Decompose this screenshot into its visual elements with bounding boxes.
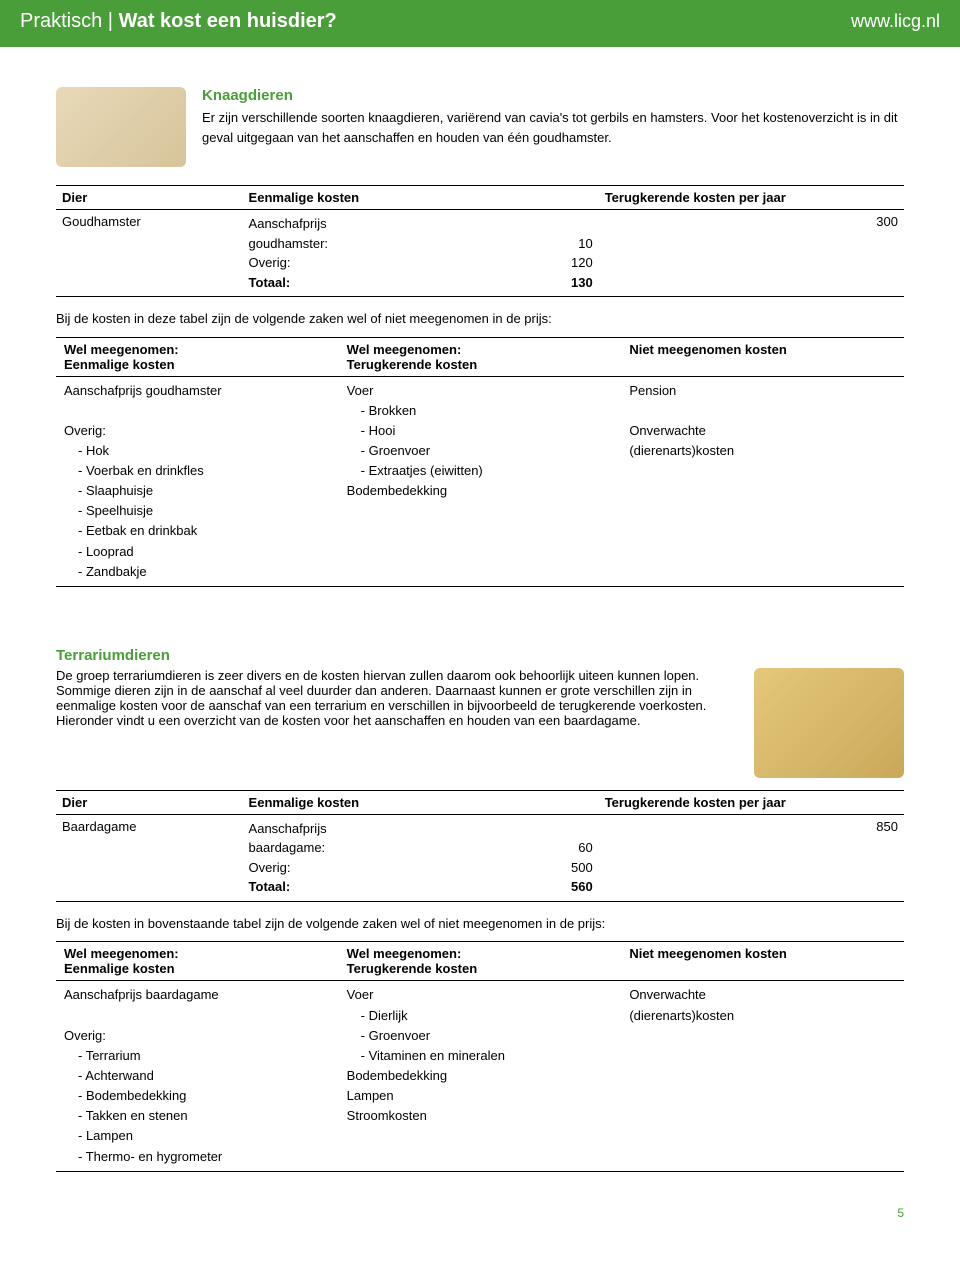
inc-col3: Onverwachte(dierenarts)kosten <box>621 981 904 1171</box>
inc-col2: Voer- Brokken- Hooi- Groenvoer- Extraatj… <box>339 376 622 586</box>
table-row: Aanschafprijs baardagame Overig:- Terrar… <box>56 981 904 1171</box>
table-row: Baardagame Aanschafprijs baardagame: 60 O… <box>56 814 904 901</box>
inc-header-2: Wel meegenomen: Terugkerende kosten <box>339 942 622 981</box>
intro-text-block: Knaagdieren Er zijn verschillende soorte… <box>202 87 904 167</box>
animal-name: Baardagame <box>56 814 243 901</box>
section-title-terrariumdieren: Terrariumdieren <box>56 647 904 664</box>
cost-label: goudhamster: <box>249 234 329 254</box>
cost-label: Aanschafprijs <box>249 214 327 234</box>
header-left: Praktisch | Wat kost een huisdier? <box>20 10 337 33</box>
eenmalige-kosten-cell: Aanschafprijs goudhamster:10 Overig:120 … <box>243 210 599 297</box>
cost-label: Overig: <box>249 858 291 878</box>
inc-h1a: Wel meegenomen: <box>64 342 179 357</box>
section-title-knaagdieren: Knaagdieren <box>202 87 904 104</box>
intro-paragraph: Er zijn verschillende soorten knaagdiere… <box>202 108 904 148</box>
included-table-knaagdieren: Wel meegenomen: Eenmalige kosten Wel mee… <box>56 337 904 587</box>
inc-h2b: Terugkerende kosten <box>347 357 478 372</box>
cost-value: 10 <box>543 234 593 254</box>
inc-h2a: Wel meegenomen: <box>347 342 462 357</box>
included-table-terrarium: Wel meegenomen: Eenmalige kosten Wel mee… <box>56 941 904 1171</box>
cost-value: 60 <box>543 838 593 858</box>
cost-table-knaagdieren: Dier Eenmalige kosten Terugkerende koste… <box>56 185 904 297</box>
cost-total-label: Totaal: <box>249 877 291 897</box>
cost-total-label: Totaal: <box>249 273 291 293</box>
inc-header-1: Wel meegenomen: Eenmalige kosten <box>56 942 339 981</box>
section-knaagdieren-intro: Knaagdieren Er zijn verschillende soorte… <box>56 87 904 167</box>
inc-h2b: Terugkerende kosten <box>347 961 478 976</box>
note-text: Bij de kosten in deze tabel zijn de volg… <box>56 309 904 329</box>
note-text: Bij de kosten in bovenstaande tabel zijn… <box>56 914 904 934</box>
cost-value <box>543 214 593 234</box>
inc-col2: Voer- Dierlijk- Groenvoer- Vitaminen en … <box>339 981 622 1171</box>
eenmalige-kosten-cell: Aanschafprijs baardagame: 60 Overig: 500 T… <box>243 814 599 901</box>
inc-header-3: Niet meegenomen kosten <box>621 942 904 981</box>
col-eenmalig: Eenmalige kosten <box>243 790 599 814</box>
col-terugkerend: Terugkerende kosten per jaar <box>599 790 904 814</box>
table-header-row: Wel meegenomen: Eenmalige kosten Wel mee… <box>56 337 904 376</box>
recurring-cost: 300 <box>599 210 904 297</box>
animal-name: Goudhamster <box>56 210 243 297</box>
table-header-row: Wel meegenomen: Eenmalige kosten Wel mee… <box>56 942 904 981</box>
cost-total-value: 560 <box>543 877 593 897</box>
col-terugkerend: Terugkerende kosten per jaar <box>599 186 904 210</box>
site-url: www.licg.nl <box>851 11 940 32</box>
col-dier: Dier <box>56 790 243 814</box>
inc-col1: Aanschafprijs goudhamster Overig:- Hok- … <box>56 376 339 586</box>
cost-value: 120 <box>543 253 593 273</box>
inc-header-2: Wel meegenomen: Terugkerende kosten <box>339 337 622 376</box>
inc-header-3: Niet meegenomen kosten <box>621 337 904 376</box>
inc-h1b: Eenmalige kosten <box>64 357 175 372</box>
cost-label: Overig: <box>249 253 291 273</box>
page-content: Knaagdieren Er zijn verschillende soorte… <box>0 47 960 1200</box>
page-title: Wat kost een huisdier? <box>119 10 337 32</box>
recurring-cost: 850 <box>599 814 904 901</box>
inc-h1a: Wel meegenomen: <box>64 946 179 961</box>
breadcrumb: Praktisch | <box>20 10 119 32</box>
page-header: Praktisch | Wat kost een huisdier? www.l… <box>0 0 960 47</box>
cost-table-terrarium: Dier Eenmalige kosten Terugkerende koste… <box>56 790 904 902</box>
table-header-row: Dier Eenmalige kosten Terugkerende koste… <box>56 186 904 210</box>
col-eenmalig: Eenmalige kosten <box>243 186 599 210</box>
inc-header-1: Wel meegenomen: Eenmalige kosten <box>56 337 339 376</box>
intro-paragraph: De groep terrariumdieren is zeer divers … <box>56 668 738 728</box>
lizard-image <box>754 668 904 778</box>
inc-col1: Aanschafprijs baardagame Overig:- Terrar… <box>56 981 339 1171</box>
inc-h1b: Eenmalige kosten <box>64 961 175 976</box>
intro-text-block: De groep terrariumdieren is zeer divers … <box>56 668 738 728</box>
table-row: Goudhamster Aanschafprijs goudhamster: 10… <box>56 210 904 297</box>
page-number: 5 <box>0 1200 960 1232</box>
cost-label: Aanschafprijs <box>249 819 327 839</box>
table-row: Aanschafprijs goudhamster Overig:- Hok- … <box>56 376 904 586</box>
cost-total-value: 130 <box>543 273 593 293</box>
section-terrarium-intro: De groep terrariumdieren is zeer divers … <box>56 668 904 778</box>
inc-h2a: Wel meegenomen: <box>347 946 462 961</box>
cost-value <box>543 819 593 839</box>
cost-value: 500 <box>543 858 593 878</box>
col-dier: Dier <box>56 186 243 210</box>
table-header-row: Dier Eenmalige kosten Terugkerende koste… <box>56 790 904 814</box>
hamster-image <box>56 87 186 167</box>
cost-label: baardagame: <box>249 838 326 858</box>
inc-col3: Pension Onverwachte(dierenarts)kosten <box>621 376 904 586</box>
